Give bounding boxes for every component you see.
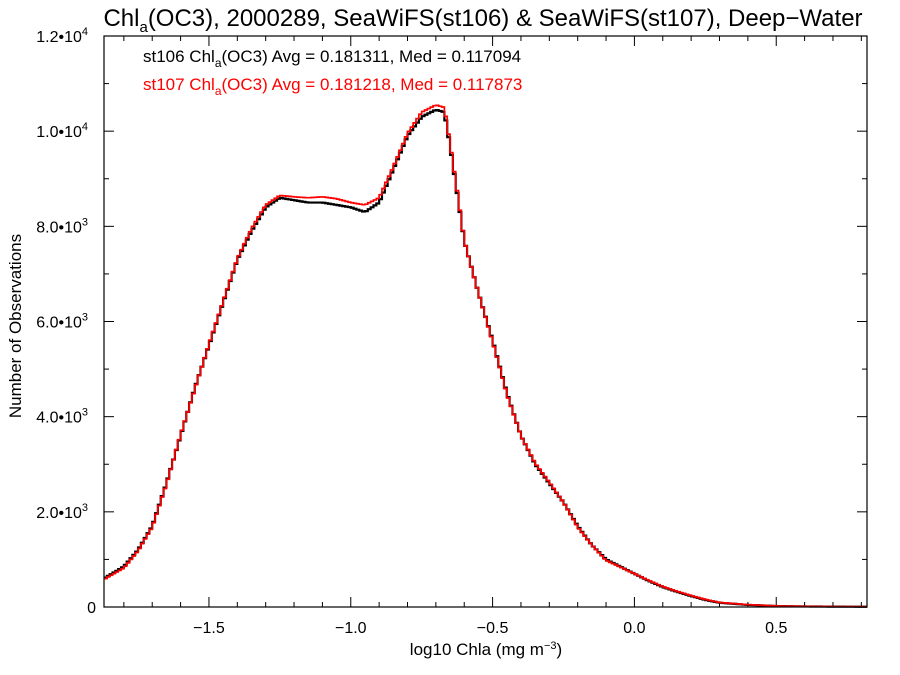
series-line-st106 bbox=[104, 109, 867, 608]
y-tick-label: 0 bbox=[87, 600, 96, 617]
histogram-series bbox=[104, 104, 867, 608]
y-tick-label: 1.0•104 bbox=[36, 121, 88, 141]
x-tick-label: −1.5 bbox=[193, 620, 225, 637]
x-axis-label: log10 Chla (mg m−3) bbox=[410, 640, 562, 659]
annotation-st106: st106 Chla(OC3) Avg = 0.181311, Med = 0.… bbox=[143, 47, 521, 70]
series-line-st107 bbox=[104, 104, 867, 608]
y-tick-label: 6.0•103 bbox=[36, 312, 88, 332]
x-tick-label: 0.0 bbox=[623, 620, 645, 637]
x-tick-label: 0.5 bbox=[765, 620, 787, 637]
x-tick-label: −0.5 bbox=[477, 620, 509, 637]
x-tick-label: −1.0 bbox=[335, 620, 367, 637]
y-tick-label: 8.0•103 bbox=[36, 216, 88, 236]
legend-annotations: st106 Chla(OC3) Avg = 0.181311, Med = 0.… bbox=[143, 47, 522, 98]
chart-title: Chla(OC3), 2000289, SeaWiFS(st106) & Sea… bbox=[103, 5, 862, 36]
y-tick-label: 4.0•103 bbox=[36, 407, 88, 427]
y-axis-label: Number of Observations bbox=[6, 234, 25, 418]
axis-ticks: −1.5 −1.0 −0.5 0.0 0.5 0 2.0•103 4.0•103 6.0•103… bbox=[36, 26, 867, 637]
y-tick-label: 1.2•104 bbox=[36, 26, 88, 46]
y-tick-label: 2.0•103 bbox=[36, 502, 88, 522]
plot-frame bbox=[103, 35, 868, 608]
annotation-st107: st107 Chla(OC3) Avg = 0.181218, Med = 0.… bbox=[143, 75, 522, 98]
